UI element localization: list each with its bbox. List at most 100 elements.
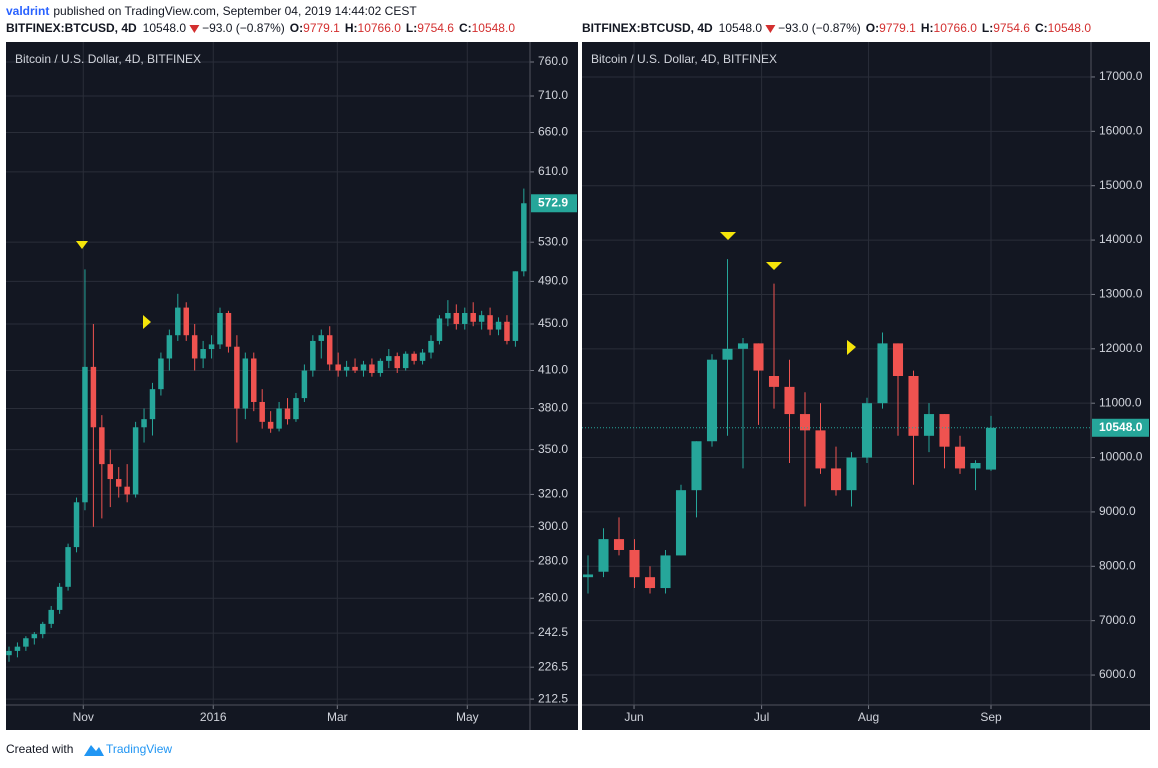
quote-key: O:	[866, 21, 879, 35]
candle-body	[82, 366, 88, 503]
quote-key: H:	[921, 21, 934, 35]
y-tick-label: 13000.0	[1099, 287, 1143, 301]
candle-body	[985, 427, 997, 470]
quote-key: H:	[345, 21, 358, 35]
candle-body	[512, 271, 519, 341]
candle-body	[445, 312, 451, 319]
candle-body	[582, 574, 594, 578]
quote-value: 10548.0	[472, 21, 516, 35]
candle-body	[923, 414, 935, 436]
candle-body	[191, 335, 198, 359]
down-arrow	[765, 25, 776, 33]
candle-body	[318, 335, 325, 341]
candle-body	[183, 307, 189, 336]
x-tick-label: Jul	[754, 710, 769, 724]
quote-value: 9754.6	[993, 21, 1030, 35]
candle-body	[453, 312, 460, 324]
candle-body	[478, 315, 485, 322]
candle-body	[815, 430, 826, 469]
candle-body	[660, 555, 671, 589]
candle-body	[166, 335, 173, 359]
candle-body	[107, 464, 114, 480]
y-tick-label: 350.0	[538, 442, 568, 456]
marker	[847, 340, 856, 355]
y-tick-label: 15000.0	[1099, 178, 1143, 192]
candle-body	[706, 359, 718, 442]
chart-title: Bitcoin / U.S. Dollar, 4D, BITFINEX	[15, 52, 201, 66]
candle-body	[335, 364, 341, 371]
symbol: BITFINEX:BTCUSD, 4D	[6, 21, 137, 35]
y-tick-label: 17000.0	[1099, 69, 1143, 83]
pane	[582, 42, 1150, 730]
candle-body	[629, 549, 640, 578]
candle-body	[234, 346, 240, 409]
candle-body	[598, 539, 609, 572]
quote-value: 10548.0	[1048, 21, 1092, 35]
x-tick-label: Nov	[73, 710, 94, 724]
candle-body	[14, 646, 21, 651]
x-tick-label: Mar	[327, 710, 348, 724]
candle-body	[470, 312, 476, 322]
last: 10548.0	[143, 21, 187, 35]
candle-body	[200, 349, 206, 359]
publish-line: valdrint published on TradingView.com, Se…	[6, 4, 417, 18]
author[interactable]: valdrint	[6, 4, 49, 18]
price-label: 572.9	[538, 195, 568, 209]
price-label-box	[1092, 418, 1149, 437]
candle-body	[149, 389, 156, 420]
logo	[84, 745, 104, 756]
symbol: BITFINEX:BTCUSD, 4D	[582, 21, 713, 35]
quote-value: 10766.0	[934, 21, 978, 35]
candle-body	[722, 348, 733, 360]
footer-brand[interactable]: TradingView	[106, 742, 172, 756]
quote-value: 9754.6	[417, 21, 454, 35]
candle-body	[691, 441, 702, 491]
candle-body	[343, 366, 350, 371]
y-tick-label: 6000.0	[1099, 667, 1136, 681]
candle-body	[419, 352, 426, 361]
candle-body	[954, 446, 966, 469]
candle-body	[386, 356, 392, 361]
candle-body	[675, 490, 687, 556]
candle-body	[73, 502, 80, 548]
price-label: 10548.0	[1099, 420, 1143, 434]
y-tick-label: 8000.0	[1099, 558, 1136, 572]
quote-line: BITFINEX:BTCUSD, 4D 10548.0 −93.0 (−0.87%)…	[582, 21, 1091, 35]
quote-value: 9779.1	[879, 21, 916, 35]
candle-body	[225, 312, 232, 347]
candle-body	[402, 353, 409, 369]
last: 10548.0	[719, 21, 763, 35]
pane	[6, 42, 578, 730]
candle-body	[301, 370, 308, 399]
candle-body	[846, 457, 857, 491]
y-tick-label: 660.0	[538, 125, 568, 139]
y-tick-label: 242.5	[538, 625, 568, 639]
candle-body	[56, 586, 63, 610]
y-tick-label: 760.0	[538, 54, 568, 68]
price-label-box	[531, 194, 577, 213]
candle-body	[613, 539, 625, 550]
candle-body	[908, 376, 919, 436]
candle-body	[504, 321, 510, 341]
candle-body	[40, 623, 46, 635]
candle-body	[377, 360, 384, 373]
y-tick-label: 260.0	[538, 590, 568, 604]
candle-body	[326, 335, 333, 365]
y-tick-label: 212.5	[538, 691, 568, 705]
candle-body	[23, 638, 29, 647]
candle-body	[436, 318, 443, 341]
marker	[720, 232, 736, 240]
candle-body	[360, 364, 367, 371]
candle-body	[48, 609, 54, 624]
candle-body	[737, 343, 749, 349]
footer-created: Created with	[6, 742, 73, 756]
candle-body	[768, 376, 780, 387]
x-tick-label: 2016	[200, 710, 227, 724]
candle-body	[267, 421, 274, 429]
candle-body	[158, 358, 164, 390]
x-tick-label: Jun	[624, 710, 643, 724]
y-tick-label: 14000.0	[1099, 232, 1143, 246]
candle-body	[293, 398, 299, 420]
candle-body	[892, 343, 904, 377]
